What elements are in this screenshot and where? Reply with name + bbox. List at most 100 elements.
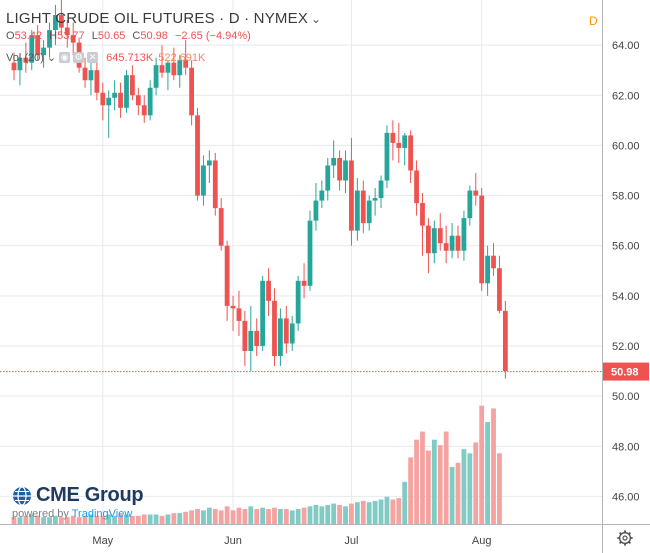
volume-bar	[135, 515, 141, 524]
candle-body	[224, 245, 230, 306]
volume-bar	[218, 510, 224, 524]
volume-bar	[295, 509, 301, 524]
candle-body	[372, 198, 378, 201]
volume-bar	[301, 507, 307, 524]
candle	[408, 130, 414, 184]
volume-bar	[491, 408, 496, 524]
candle-body	[58, 15, 64, 28]
candle-body	[455, 235, 461, 251]
candle-body	[354, 190, 360, 231]
candle	[230, 295, 236, 331]
candle	[426, 218, 431, 274]
candle-body	[461, 218, 467, 251]
candle-body	[165, 62, 171, 73]
candle-body	[295, 280, 301, 324]
candle	[272, 288, 277, 367]
candle-body	[502, 310, 508, 372]
candle	[260, 275, 266, 352]
candle	[431, 220, 437, 264]
candle-body	[384, 132, 390, 181]
settings-icon[interactable]: ⚙	[73, 52, 85, 63]
volume-bar	[206, 507, 212, 524]
candle	[295, 275, 301, 331]
candle-body	[100, 92, 106, 106]
candle-body	[53, 15, 58, 31]
volume-bar	[360, 500, 366, 524]
volume-bar	[431, 439, 437, 524]
candle	[313, 183, 319, 231]
chevron-down-icon[interactable]: ⌄	[311, 12, 322, 26]
candle	[420, 193, 425, 256]
volume-bar	[242, 509, 248, 524]
candle-body	[35, 35, 41, 56]
volume-bar	[76, 517, 82, 524]
tradingview-link[interactable]: TradingView	[71, 508, 133, 520]
candle	[366, 195, 372, 231]
candle-body	[64, 27, 70, 36]
candle-body	[147, 87, 153, 116]
candle	[106, 90, 112, 138]
candle-body	[195, 115, 200, 196]
volume-label[interactable]: Vol (20)	[6, 51, 44, 64]
candle	[130, 65, 135, 101]
volume-legend: Vol (20) ⌄ ◉ ⚙ ✕ 645.713K 522.691K	[6, 51, 205, 65]
volume-bar	[278, 509, 283, 524]
open-value: 53.42	[14, 30, 43, 42]
candle-body	[467, 190, 473, 219]
candle	[301, 263, 307, 299]
dividend-marker[interactable]: D	[589, 14, 598, 28]
volume-bar	[349, 503, 354, 524]
candle	[118, 82, 123, 118]
candle-body	[124, 75, 129, 108]
candle	[248, 305, 254, 372]
candle	[289, 315, 295, 352]
volume-bar	[372, 500, 378, 524]
candle	[53, 5, 58, 46]
powered-by[interactable]: powered by TradingView	[12, 508, 132, 520]
close-icon[interactable]: ✕	[87, 52, 99, 63]
candle	[242, 310, 248, 367]
candle-body	[366, 200, 372, 224]
candle-body	[159, 65, 165, 73]
candle	[17, 55, 23, 86]
volume-bar	[153, 514, 159, 524]
candle-body	[70, 35, 76, 43]
candle	[88, 62, 94, 96]
candle-body	[23, 57, 29, 63]
gear-icon[interactable]	[616, 529, 634, 547]
x-tick-label: Jun	[224, 535, 242, 547]
volume-bar	[82, 515, 88, 524]
volume-bar	[94, 515, 100, 524]
candle-body	[189, 67, 194, 116]
candle	[218, 198, 224, 251]
candle	[485, 245, 490, 296]
volume-bar	[88, 514, 94, 524]
candle-body	[343, 160, 348, 181]
y-tick-label: 56.00	[612, 241, 640, 253]
open-label: O	[6, 30, 15, 42]
volume-bar	[289, 510, 295, 524]
volume-bar	[141, 514, 147, 524]
chart-title[interactable]: LIGHT CRUDE OIL FUTURES · D · NYMEX ⌄	[6, 10, 321, 27]
chevron-down-icon[interactable]: ⌄	[46, 52, 57, 64]
candle-body	[449, 235, 455, 251]
volume-bar	[100, 515, 106, 524]
volume-bar	[17, 517, 23, 524]
low-value: 50.65	[97, 30, 126, 42]
candle	[195, 107, 200, 201]
volume-bar	[307, 506, 313, 524]
candle-body	[414, 170, 419, 204]
candle	[396, 122, 402, 163]
volume-bar	[449, 466, 455, 524]
volume-bar	[260, 507, 266, 524]
close-value: 50.98	[140, 30, 168, 42]
candle	[212, 152, 218, 216]
y-tick-label: 50.00	[612, 391, 640, 403]
candle-body	[212, 160, 218, 209]
candle	[343, 150, 348, 194]
change-value: −2.65 (−4.94%)	[174, 30, 251, 42]
eye-icon[interactable]: ◉	[59, 52, 71, 63]
x-tick-label: Aug	[472, 535, 492, 547]
candle	[35, 25, 41, 61]
